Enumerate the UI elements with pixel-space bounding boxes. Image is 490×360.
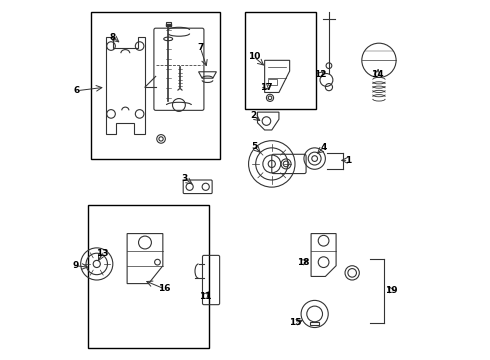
- Text: 2: 2: [250, 111, 256, 120]
- Text: 8: 8: [110, 33, 116, 42]
- Bar: [245, 12, 317, 109]
- Bar: [268, 79, 277, 85]
- Text: 9: 9: [72, 261, 78, 270]
- Text: 18: 18: [296, 258, 309, 267]
- Text: 4: 4: [320, 143, 327, 152]
- Bar: [166, 22, 171, 24]
- Text: 13: 13: [96, 249, 108, 258]
- Text: 7: 7: [197, 43, 203, 52]
- Bar: [310, 322, 319, 325]
- Text: 1: 1: [345, 156, 352, 165]
- Text: 10: 10: [248, 52, 260, 61]
- Text: 15: 15: [289, 318, 301, 327]
- Text: 6: 6: [74, 86, 80, 95]
- Text: 14: 14: [371, 70, 384, 79]
- Text: 17: 17: [260, 83, 273, 92]
- Bar: [88, 205, 209, 348]
- Text: 12: 12: [314, 70, 326, 79]
- Text: 11: 11: [199, 292, 211, 301]
- Bar: [166, 23, 171, 26]
- Text: 19: 19: [385, 286, 398, 295]
- Text: 5: 5: [251, 141, 257, 150]
- Text: 3: 3: [181, 174, 187, 183]
- Text: 16: 16: [158, 284, 171, 293]
- Bar: [92, 12, 220, 158]
